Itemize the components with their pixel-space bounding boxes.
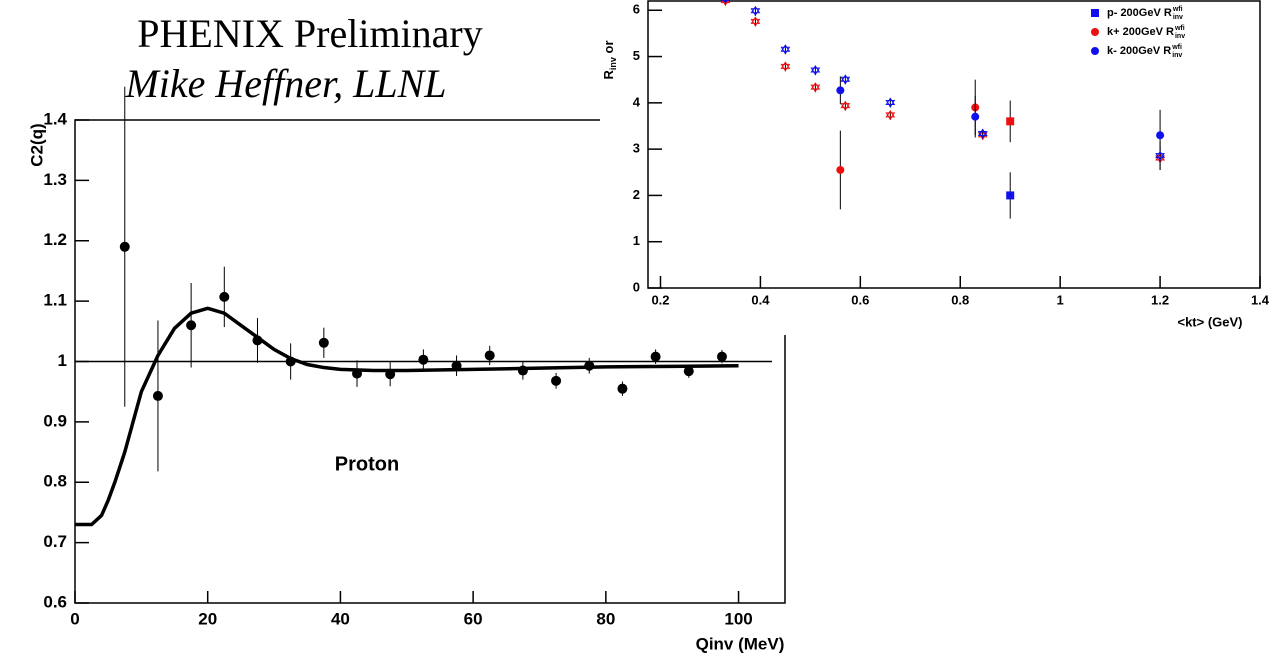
chart-background — [600, 0, 1274, 335]
y-axis-label-sub: inv — [608, 57, 618, 70]
data-point — [1006, 117, 1015, 126]
legend-label-sub: inv — [1172, 52, 1182, 59]
x-tick-label: 20 — [198, 609, 217, 628]
y-tick-label: 1.2 — [43, 230, 67, 249]
y-axis-label: Rinv or — [601, 40, 618, 79]
data-point — [152, 390, 163, 401]
chart: 0 20 40 60 80 1000.60.70.80.911.11.21.31.4Qin… — [27, 86, 786, 653]
data-point — [780, 44, 791, 55]
x-tick-label: 0.4 — [751, 292, 770, 307]
x-axis-label: Qinv (MeV) — [696, 634, 785, 653]
annotation: Proton — [335, 453, 399, 475]
data-point — [885, 97, 896, 108]
y-tick-label: 0.9 — [43, 411, 67, 430]
y-tick-label: 2 — [633, 187, 640, 202]
data-point — [780, 61, 791, 72]
legend-marker — [1091, 9, 1099, 17]
y-tick-label: 1 — [58, 351, 67, 370]
legend-label-sub: inv — [1173, 14, 1183, 21]
data-point — [1156, 131, 1165, 140]
data-point — [836, 165, 845, 174]
data-point — [318, 337, 329, 348]
y-tick-label: 1 — [633, 233, 640, 248]
x-tick-label: 0.8 — [951, 292, 969, 307]
y-axis-label-main: R — [601, 70, 616, 80]
legend-label-sub: inv — [1175, 33, 1185, 40]
y-tick-label: 0.8 — [43, 472, 67, 491]
y-tick-label: 0.7 — [43, 532, 67, 551]
x-tick-label: 1 — [1057, 292, 1064, 307]
y-tick-label: 1.3 — [43, 170, 67, 189]
data-point — [810, 65, 821, 76]
data-point — [683, 366, 694, 377]
y-tick-label: 5 — [633, 48, 640, 63]
legend-marker — [1091, 28, 1099, 36]
data-point — [1155, 150, 1166, 162]
plot-frame — [647, 0, 1261, 289]
data-point — [551, 375, 562, 386]
chart: 0.2 0.4 0.6 0.8 1 1.2 1.4 0 1 2 3 4 5 6 <kt> (GeV) Rinv… — [600, 0, 1274, 335]
data-point — [750, 5, 761, 17]
x-tick-label: 0.2 — [651, 292, 669, 307]
data-point — [484, 350, 495, 361]
x-tick-label: 80 — [596, 609, 615, 628]
y-tick-label: 6 — [633, 2, 640, 17]
data-point — [810, 82, 821, 93]
data-point — [119, 241, 130, 252]
legend-label: p- 200GeV R — [1107, 7, 1172, 19]
legend-label-sup: wfi — [1171, 44, 1182, 51]
data-point — [840, 74, 851, 85]
legend-label-sup: wfi — [1174, 25, 1185, 32]
x-tick-label: 60 — [464, 609, 483, 628]
y-tick-label: 3 — [633, 141, 640, 156]
legend-marker — [1091, 47, 1099, 55]
y-tick-label: 1.1 — [43, 291, 67, 310]
data-point — [219, 291, 230, 302]
y-axis-label-rest: or — [601, 40, 616, 57]
data-point — [836, 86, 845, 95]
x-tick-label: 1.2 — [1151, 292, 1169, 307]
data-point — [617, 383, 628, 394]
x-tick-label: 1.4 — [1251, 292, 1270, 307]
data-point — [977, 128, 988, 139]
data-point — [186, 320, 197, 331]
x-tick-label: 40 — [331, 609, 350, 628]
data-point — [418, 354, 429, 365]
y-tick-label: 1.4 — [43, 109, 67, 128]
x-tick-label: 0 — [70, 609, 79, 628]
data-point — [720, 0, 731, 4]
data-point — [840, 100, 851, 112]
slide-title: PHENIX Preliminary — [137, 11, 483, 56]
author: Mike Heffner, LLNL — [124, 61, 446, 106]
y-tick-label: 4 — [633, 94, 641, 109]
legend-label: k+ 200GeV R — [1107, 26, 1174, 38]
legend-label-sup: wfi — [1172, 6, 1183, 13]
data-point — [971, 112, 980, 121]
x-axis-label: <kt> (GeV) — [1177, 314, 1242, 329]
x-tick-label: 0.6 — [851, 292, 869, 307]
y-tick-label: 0.6 — [43, 592, 67, 611]
data-point — [885, 110, 896, 121]
data-point — [650, 351, 661, 362]
fit-curve — [75, 306, 739, 527]
legend-label: k- 200GeV R — [1107, 45, 1171, 57]
data-point — [1006, 191, 1015, 200]
y-axis-label: C2(q) — [27, 123, 46, 166]
data-point — [716, 351, 727, 362]
x-tick-label: 100 — [724, 609, 752, 628]
data-point — [750, 16, 761, 27]
y-tick-label: 0 — [633, 279, 640, 294]
